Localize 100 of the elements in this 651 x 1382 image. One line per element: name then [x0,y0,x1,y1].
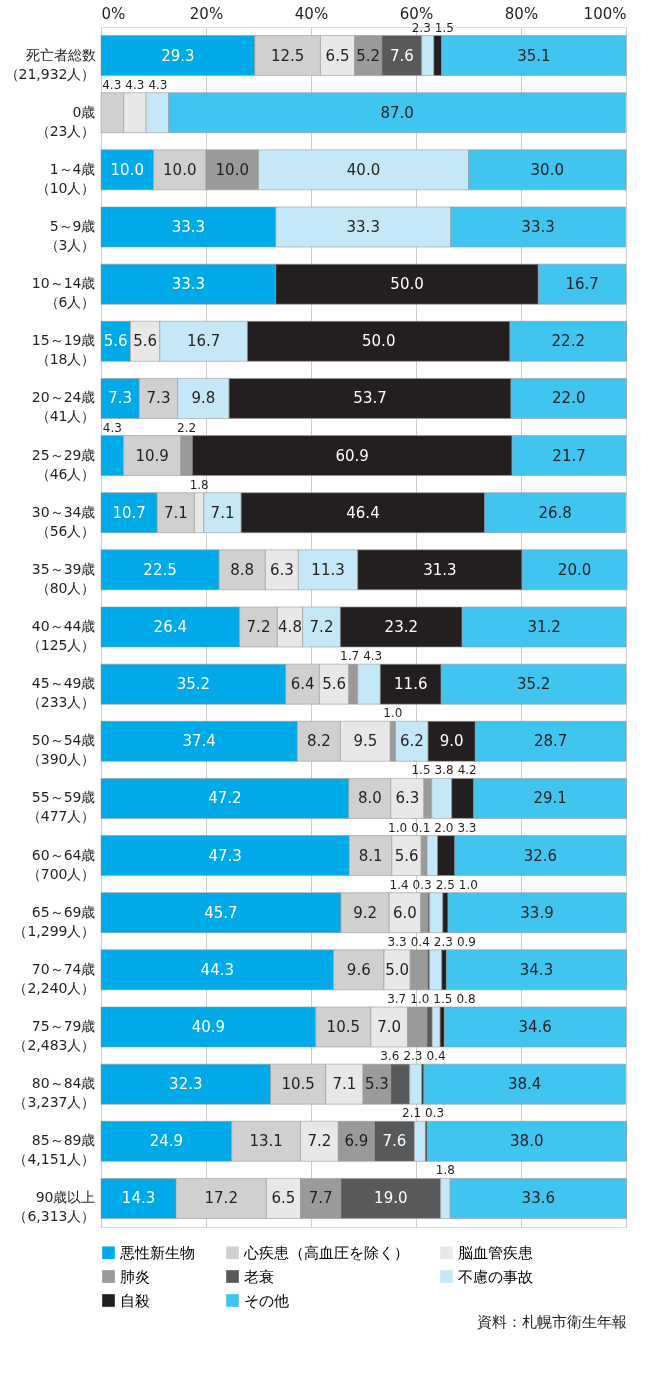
data-label: 35.1 [517,46,551,65]
y-tick-label: 35～39歳（80人） [31,560,96,596]
data-label: 4.3 [148,77,168,92]
data-label: 11.3 [311,560,345,579]
y-tick-label: 40～44歳（125人） [26,618,96,653]
data-label: 5.6 [103,332,128,351]
y-tick-label: 5～9歳（3人） [44,218,96,253]
y-tick-label: 1～4歳（10人） [35,160,96,196]
data-label: 3.3 [457,820,477,835]
data-label: 6.9 [344,1132,369,1151]
data-label: 26.8 [538,503,572,522]
data-label: 33.3 [346,218,380,236]
data-label: 10.5 [281,1075,315,1094]
data-label: 7.1 [332,1075,357,1094]
data-label: 0.9 [456,934,477,949]
data-label: 21.7 [552,446,586,465]
data-label: 2.1 [401,1106,422,1121]
x-tick-label: 40% [294,4,329,23]
data-label: 5.6 [322,675,347,694]
data-label: 33.3 [521,218,555,236]
legend-label: 肺炎 [120,1267,150,1286]
data-label: 44.3 [200,960,234,979]
data-label: 33.3 [171,275,206,294]
data-label: 38.0 [510,1132,544,1151]
y-tick-label: 45～49歳（233人） [26,675,96,711]
data-label: 1.0 [388,820,408,835]
data-label: 22.5 [143,560,177,579]
y-tick-label: 85～89歳（4,151人） [13,1132,96,1168]
data-label: 6.3 [269,560,294,579]
y-tick-label: 20～24歳（41人） [31,389,96,425]
data-label: 16.7 [565,275,599,294]
data-label: 0.4 [410,934,430,949]
x-tick-label: 80% [504,4,539,23]
data-label: 24.9 [149,1132,184,1151]
data-label: 12.5 [270,46,305,65]
legend-label: その他 [244,1291,289,1310]
y-tick-label: 90歳以上（6,313人） [13,1189,96,1225]
data-label: 22.2 [551,332,585,351]
data-label: 47.2 [208,789,242,808]
data-label: 20.0 [557,560,592,579]
data-label: 3.3 [387,934,407,949]
data-label: 19.0 [374,1189,408,1208]
data-label: 1.4 [389,877,409,892]
data-label: 2.2 [177,420,197,435]
legend-label: 老衰 [244,1267,274,1286]
data-label: 2.3 [433,934,453,949]
data-label: 7.3 [146,389,171,408]
data-label: 1.8 [189,477,209,492]
data-label: 7.6 [382,1132,407,1151]
data-label: 8.8 [230,560,255,579]
data-label: 2.5 [435,877,455,892]
data-label: 33.6 [521,1189,556,1208]
data-label: 35.2 [516,675,551,694]
data-label: 6.2 [399,732,424,751]
data-label: 10.0 [163,160,197,179]
data-label: 7.2 [246,618,271,636]
data-label: 10.0 [215,160,249,179]
x-tick-label: 0% [101,4,126,23]
data-label: 60.9 [335,446,369,465]
data-label: 4.8 [278,618,302,636]
data-label: 9.8 [191,389,216,408]
data-label: 2.0 [434,820,454,835]
y-tick-label: 死亡者総数（21,932人） [4,46,96,82]
x-tick-label: 60% [399,4,434,23]
data-label: 9.0 [439,732,464,751]
legend-label: 不慮の事故 [458,1267,533,1286]
data-label: 32.6 [523,846,558,865]
text: 資料：札幌市衛生年報 [477,1313,628,1331]
legend-label: 悪性新生物 [119,1243,195,1262]
data-label: 31.2 [527,618,561,636]
y-tick-label: 0歳（23人） [35,103,96,139]
data-label: 40.9 [191,1018,226,1036]
data-label: 1.7 [340,649,360,664]
legend-label: 自殺 [120,1291,150,1310]
data-label: 6.5 [271,1189,296,1208]
data-label: 6.4 [290,675,315,694]
data-label: 5.6 [133,332,158,351]
y-tick-label: 60～64歳（700人） [26,846,96,882]
data-label: 37.4 [182,732,216,751]
y-tick-label: 10～14歳（6人） [31,275,96,311]
data-label: 29.3 [161,46,195,65]
data-label: 26.4 [153,618,187,636]
y-tick-label: 15～19歳（18人） [31,332,96,368]
data-label: 47.3 [208,846,242,865]
data-label: 10.7 [112,503,146,522]
data-label: 14.3 [121,1189,156,1208]
data-label: 10.9 [135,446,169,465]
data-label: 87.0 [380,103,414,122]
data-label: 7.0 [377,1018,402,1036]
data-label: 46.4 [346,503,380,522]
data-label: 1.5 [434,20,454,35]
data-label: 5.6 [394,846,419,865]
data-label: 50.0 [390,275,424,294]
data-label: 8.1 [358,846,383,865]
data-label: 7.1 [163,503,188,522]
data-label: 11.6 [394,675,428,694]
data-label: 50.0 [362,332,396,351]
y-tick-label: 50～54歳（390人） [26,732,96,768]
data-label: 38.4 [507,1075,542,1094]
data-label: 4.2 [457,763,477,778]
